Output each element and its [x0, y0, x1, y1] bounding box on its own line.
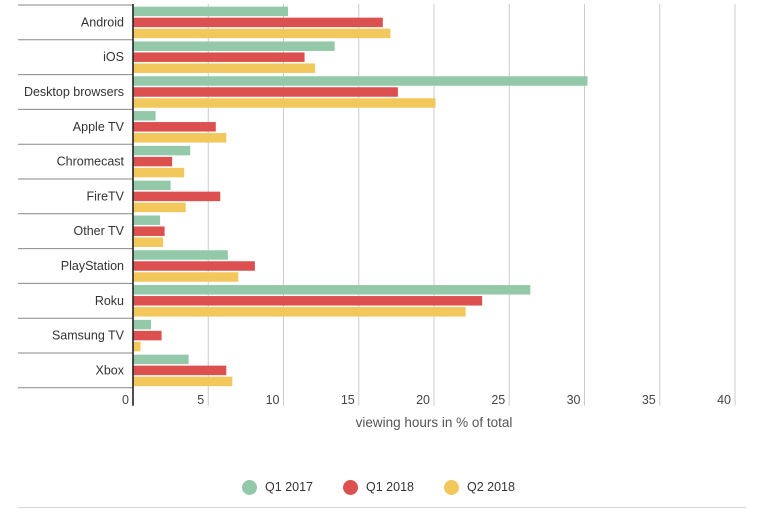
bar-samsung-tv-q2-2018 [133, 341, 141, 352]
x-tick-labels: 0 5 10 15 20 25 30 35 40 [122, 393, 731, 407]
bar-other-tv-q2-2018 [133, 237, 164, 247]
bar-chromecast-q1-2018 [133, 156, 173, 167]
x-tick-label-10: 10 [266, 393, 280, 407]
category-label: Xbox [96, 363, 125, 377]
bar-apple-tv-q2-2018 [133, 133, 227, 143]
legend-label: Q2 2018 [466, 480, 515, 494]
category-label: FireTV [87, 189, 125, 203]
x-tick-label-15: 15 [341, 393, 355, 407]
category-label: PlayStation [61, 259, 124, 273]
bar-firetv-q1-2017 [133, 180, 171, 191]
bar-other-tv-q1-2018 [133, 226, 165, 236]
legend-item: Q1 2018 [343, 479, 414, 495]
bar-android-q2-2018 [133, 28, 391, 39]
category-labels: Android iOS Desktop browsers Apple TV Chrome… [24, 15, 125, 377]
legend-item: Q1 2017 [242, 479, 314, 495]
bar-desktop-browsers-q1-2017 [133, 76, 588, 86]
category-label: Android [81, 15, 124, 29]
bar-roku-q2-2018 [133, 307, 466, 317]
category-separators [18, 4, 133, 389]
x-tick-label-20: 20 [416, 393, 430, 407]
legend-label: Q1 2018 [366, 480, 414, 494]
bar-playstation-q2-2018 [133, 272, 239, 282]
bar-samsung-tv-q1-2018 [133, 330, 162, 341]
category-label: Other TV [74, 224, 125, 238]
category-label: Chromecast [57, 155, 125, 169]
bar-xbox-q2-2018 [133, 376, 233, 387]
legend-label: Q1 2017 [265, 480, 314, 494]
legend-item: Q2 2018 [443, 479, 515, 495]
bar-ios-q2-2018 [133, 63, 316, 73]
legend-swatch [242, 479, 258, 495]
category-label: Roku [95, 294, 124, 308]
bar-xbox-q1-2018 [133, 365, 227, 376]
bars [133, 6, 588, 387]
bar-desktop-browsers-q1-2018 [133, 87, 398, 97]
bar-roku-q1-2018 [133, 296, 483, 306]
bar-playstation-q1-2018 [133, 261, 255, 271]
bar-chart: Android iOS Desktop browsers Apple TV Chrome… [18, 4, 736, 430]
x-tick-label-30: 30 [567, 393, 581, 407]
bottom-divider [18, 507, 746, 508]
legend-swatch [443, 479, 459, 495]
bar-apple-tv-q1-2017 [133, 111, 156, 121]
legend-swatch [343, 479, 359, 495]
bar-firetv-q2-2018 [133, 202, 186, 213]
bar-firetv-q1-2018 [133, 191, 221, 202]
x-axis-title: viewing hours in % of total [356, 415, 513, 430]
x-tick-label-25: 25 [491, 393, 505, 407]
bar-apple-tv-q1-2018 [133, 122, 216, 132]
x-tick-label-0: 0 [122, 393, 129, 407]
bar-chromecast-q2-2018 [133, 167, 185, 178]
x-tick-label-5: 5 [197, 393, 204, 407]
bar-ios-q1-2018 [133, 52, 305, 62]
bar-samsung-tv-q1-2017 [133, 319, 152, 330]
bar-roku-q1-2017 [133, 285, 531, 295]
x-tick-label-40: 40 [717, 393, 731, 407]
category-label: iOS [103, 50, 124, 64]
category-label: Desktop browsers [24, 85, 124, 99]
bar-android-q1-2017 [133, 6, 289, 17]
legend: Q1 2017 Q1 2018 Q2 2018 [0, 476, 757, 498]
bar-desktop-browsers-q2-2018 [133, 98, 436, 108]
category-label: Samsung TV [52, 329, 125, 343]
bar-other-tv-q1-2017 [133, 215, 161, 225]
bar-xbox-q1-2017 [133, 354, 189, 365]
bar-playstation-q1-2017 [133, 250, 228, 260]
bar-ios-q1-2017 [133, 41, 335, 51]
bar-android-q1-2018 [133, 17, 383, 28]
bar-chromecast-q1-2017 [133, 145, 191, 156]
category-label: Apple TV [73, 120, 125, 134]
x-tick-label-35: 35 [642, 393, 656, 407]
